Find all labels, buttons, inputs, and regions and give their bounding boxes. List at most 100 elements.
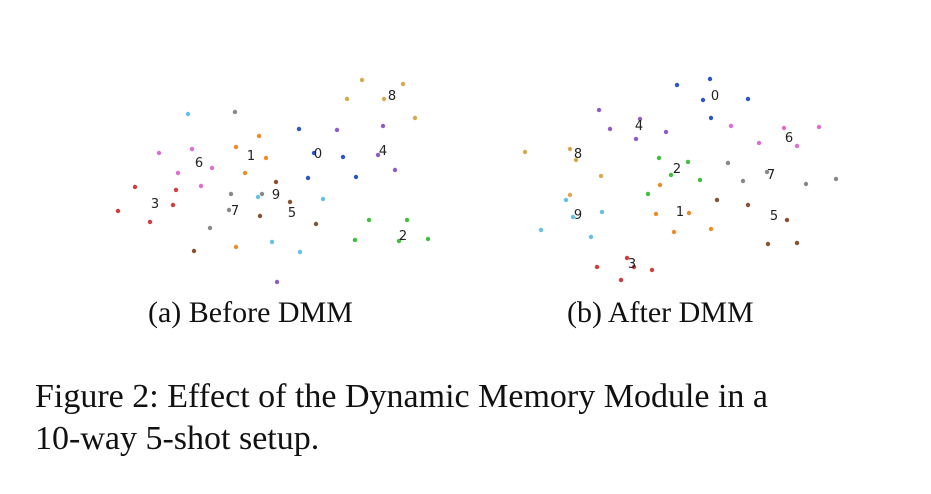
cluster-label-4: 4: [635, 119, 643, 134]
point-class-0: [700, 97, 706, 103]
point-class-6: [781, 125, 787, 131]
point-class-2: [645, 191, 651, 197]
point-class-4: [375, 152, 381, 158]
point-class-8: [567, 192, 573, 198]
point-class-7: [803, 181, 809, 187]
point-class-3: [618, 277, 624, 283]
cluster-label-7: 7: [767, 168, 775, 183]
point-class-7: [833, 176, 839, 182]
point-class-5: [745, 202, 751, 208]
panel-after-dmm: 0 1 2 3 4 5 6 7 8 9: [522, 76, 839, 283]
point-class-5: [765, 241, 771, 247]
point-class-0: [707, 76, 713, 82]
cluster-label-3: 3: [628, 257, 636, 272]
point-class-1: [708, 226, 714, 232]
caption-line-1: Figure 2: Effect of the Dynamic Memory M…: [35, 378, 769, 415]
point-class-1: [263, 155, 269, 161]
panel-before-dmm: 0 1 2 3 4 5 6 7 8 9: [115, 77, 431, 285]
point-class-9: [599, 209, 605, 215]
point-class-0: [708, 115, 714, 121]
point-class-0: [296, 126, 302, 132]
cluster-label-1: 1: [676, 205, 684, 220]
cluster-label-9: 9: [574, 208, 582, 223]
point-class-6: [728, 123, 734, 129]
point-class-7: [232, 109, 238, 115]
cluster-label-6: 6: [195, 156, 203, 171]
point-class-7: [764, 169, 770, 175]
point-class-2: [396, 238, 402, 244]
cluster-label-6: 6: [785, 131, 793, 146]
point-class-8: [359, 77, 365, 83]
subcaption-before-dmm: (a) Before DMM: [148, 296, 353, 329]
point-class-8: [522, 149, 528, 155]
point-class-5: [794, 240, 800, 246]
point-class-6: [189, 146, 195, 152]
point-class-3: [624, 255, 630, 261]
point-class-9: [297, 249, 303, 255]
scatter-plot-before-dmm: 0 1 2 3 4 5 6 7 8 9: [115, 77, 431, 285]
cluster-label-2: 2: [673, 162, 681, 177]
scatter-plot-after-dmm: 0 1 2 3 4 5 6 7 8 9: [522, 76, 839, 283]
point-class-1: [233, 144, 239, 150]
point-class-1: [242, 170, 248, 176]
point-class-0: [745, 96, 751, 102]
point-class-4: [392, 167, 398, 173]
point-class-5: [257, 213, 263, 219]
point-class-5: [273, 179, 279, 185]
point-class-5: [714, 197, 720, 203]
point-class-7: [207, 225, 213, 231]
point-class-0: [305, 175, 311, 181]
point-class-7: [259, 191, 265, 197]
point-class-6: [816, 124, 822, 130]
subcaption-after-dmm: (b) After DMM: [567, 296, 754, 329]
point-class-9: [185, 111, 191, 117]
point-class-0: [340, 154, 346, 160]
point-class-6: [175, 170, 181, 176]
point-class-2: [697, 177, 703, 183]
point-class-2: [685, 159, 691, 165]
point-class-0: [311, 150, 317, 156]
point-class-4: [380, 123, 386, 129]
point-class-6: [756, 140, 762, 146]
point-class-4: [637, 116, 643, 122]
point-class-4: [596, 107, 602, 113]
cluster-label-8: 8: [388, 89, 396, 104]
cluster-label-3: 3: [151, 197, 159, 212]
point-class-3: [631, 264, 637, 270]
point-class-5: [287, 199, 293, 205]
point-class-8: [567, 146, 573, 152]
cluster-label-5: 5: [288, 206, 296, 221]
point-class-4: [663, 129, 669, 135]
point-class-6: [156, 150, 162, 156]
cluster-label-5: 5: [770, 209, 778, 224]
point-class-8: [412, 115, 418, 121]
point-class-3: [132, 184, 138, 190]
point-class-1: [256, 133, 262, 139]
cluster-label-7: 7: [231, 204, 239, 219]
point-class-8: [400, 81, 406, 87]
point-class-1: [657, 182, 663, 188]
point-class-9: [563, 197, 569, 203]
point-class-8: [381, 96, 387, 102]
point-class-4: [274, 279, 280, 285]
cluster-label-4: 4: [379, 144, 387, 159]
point-class-9: [320, 196, 326, 202]
point-class-3: [594, 264, 600, 270]
point-class-3: [649, 267, 655, 273]
point-class-3: [115, 208, 121, 214]
cluster-label-0: 0: [314, 147, 322, 162]
point-class-0: [674, 82, 680, 88]
point-class-3: [173, 187, 179, 193]
point-class-8: [573, 157, 579, 163]
figure-caption: Figure 2: Effect of the Dynamic Memory M…: [35, 376, 915, 460]
point-class-1: [233, 244, 239, 250]
cluster-label-0: 0: [711, 89, 719, 104]
point-class-9: [255, 194, 261, 200]
point-class-4: [334, 127, 340, 133]
point-class-2: [656, 155, 662, 161]
point-class-2: [668, 172, 674, 178]
point-class-1: [653, 211, 659, 217]
point-class-9: [269, 239, 275, 245]
point-class-0: [353, 174, 359, 180]
